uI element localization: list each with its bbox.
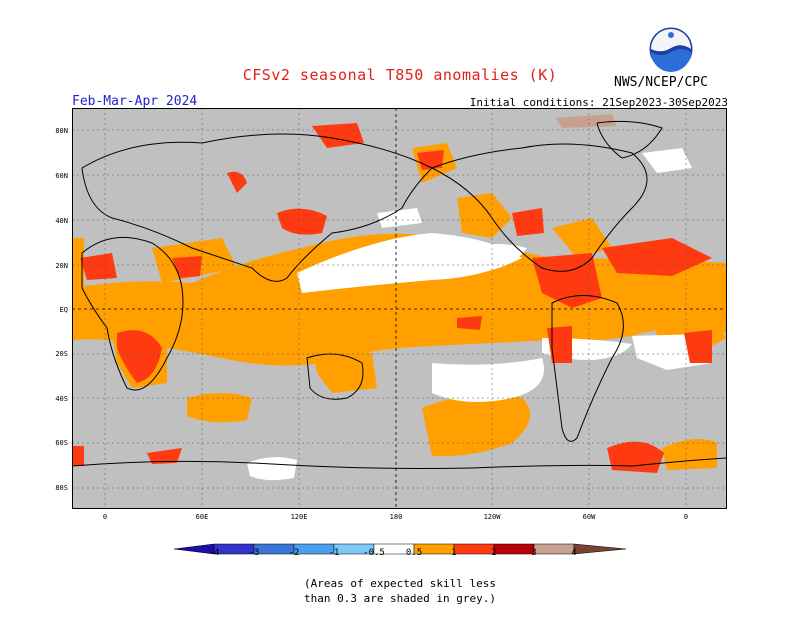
- lon-label: 60E: [195, 513, 209, 521]
- lat-label: 60S: [55, 439, 68, 447]
- lon-label: 0: [683, 513, 689, 521]
- initial-conditions: Initial conditions: 21Sep2023-30Sep2023: [469, 96, 728, 109]
- lat-label: 20S: [55, 350, 68, 358]
- colorbar-label: 0.5: [405, 548, 423, 558]
- lat-label: 80S: [55, 484, 68, 492]
- map-frame: [72, 108, 727, 509]
- lon-label: 120W: [483, 513, 501, 521]
- colorbar-label: 2: [491, 548, 497, 558]
- colorbar-swatch: [573, 543, 627, 555]
- colorbar-label: 3: [531, 548, 537, 558]
- lat-label: 20N: [55, 262, 68, 270]
- map-title: CFSv2 seasonal T850 anomalies (K): [242, 66, 558, 84]
- colorbar-label: -3: [248, 548, 260, 558]
- colorbar: [173, 543, 627, 555]
- colorbar-label: -4: [208, 548, 220, 558]
- lat-label: 60N: [55, 172, 68, 180]
- near-zero-white-regions: [247, 148, 712, 481]
- anomaly-red-regions: [72, 114, 712, 473]
- skill-note-line1: (Areas of expected skill less: [303, 577, 497, 590]
- lon-label: 0: [102, 513, 108, 521]
- skill-note-line2: than 0.3 are shaded in grey.): [303, 592, 497, 605]
- coastlines: [71, 120, 728, 469]
- agency-label: NWS/NCEP/CPC: [614, 75, 708, 90]
- lat-label: EQ: [59, 306, 68, 314]
- lon-label: 60W: [582, 513, 596, 521]
- lon-label: 180: [389, 513, 403, 521]
- colorbar-label: -2: [288, 548, 300, 558]
- noaa-logo-icon: [648, 26, 694, 72]
- lon-label: 120E: [290, 513, 308, 521]
- colorbar-label: -1: [328, 548, 340, 558]
- anomaly-map: [71, 108, 728, 509]
- colorbar-label: 1: [451, 548, 457, 558]
- colorbar-label: -0.5: [363, 548, 385, 558]
- lat-label: 40N: [55, 217, 68, 225]
- forecast-period: Feb-Mar-Apr 2024: [72, 94, 198, 109]
- lat-label: 40S: [55, 395, 68, 403]
- lat-label: 80N: [55, 127, 68, 135]
- lat-lon-grid: [72, 108, 727, 509]
- colorbar-label: 4: [571, 548, 577, 558]
